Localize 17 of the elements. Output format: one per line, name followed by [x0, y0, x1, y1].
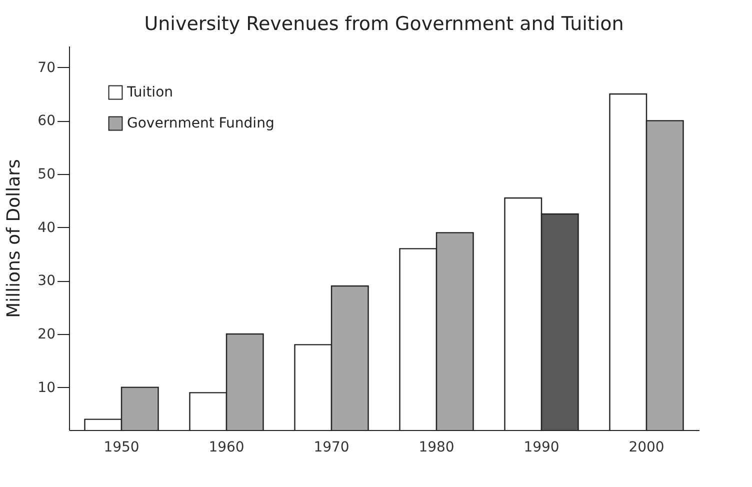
x-tick-label: 1970 — [314, 440, 350, 456]
x-tick-label: 1960 — [208, 440, 244, 456]
y-tick-label: 40 — [38, 220, 56, 236]
legend-label: Government Funding — [127, 116, 274, 132]
x-tick-label: 1980 — [418, 440, 454, 456]
x-tick-label: 1950 — [104, 440, 140, 456]
x-tick-label: 2000 — [628, 440, 664, 456]
y-tick-label: 50 — [38, 166, 56, 182]
x-tick-label: 1990 — [524, 440, 560, 456]
y-axis-title: Millions of Dollars — [4, 159, 25, 318]
y-tick-label: 10 — [38, 380, 56, 396]
y-tick-label: 60 — [38, 113, 56, 130]
y-tick-label: 30 — [38, 273, 56, 290]
chart-title: University Revenues from Government and Tuition — [144, 13, 624, 35]
y-tick-label: 70 — [38, 60, 56, 76]
legend-label: Tuition — [126, 84, 174, 100]
y-tick-label: 20 — [38, 326, 56, 342]
